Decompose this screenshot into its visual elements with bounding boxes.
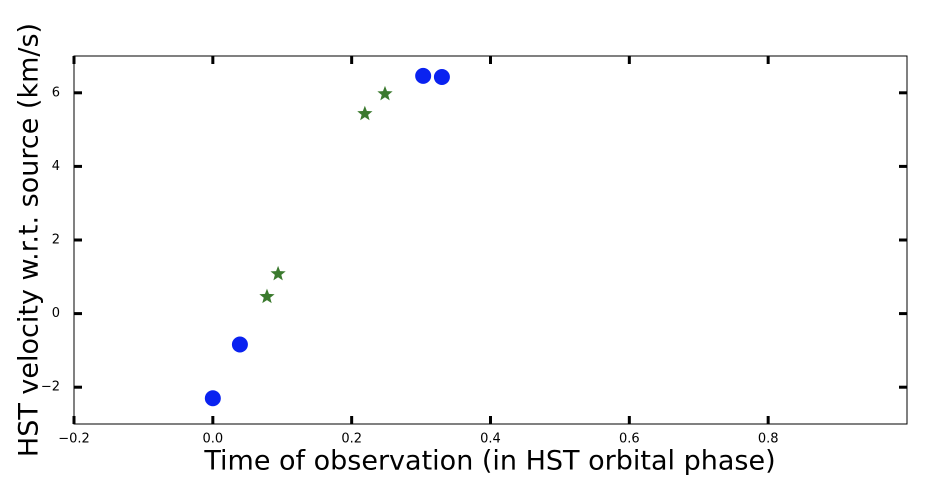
star-point xyxy=(357,105,373,121)
y-tick-label: 6 xyxy=(52,85,60,100)
x-tick-label: 0.4 xyxy=(480,432,501,447)
y-tick-label: −2 xyxy=(41,380,60,395)
x-axis-label: Time of observation (in HST orbital phas… xyxy=(203,446,775,477)
circle-point xyxy=(204,390,221,407)
x-tick-label: 0.6 xyxy=(619,432,640,447)
y-tick-label: 0 xyxy=(52,306,60,321)
star-point xyxy=(377,85,393,101)
star-point xyxy=(259,288,275,304)
x-tick-label: 0.8 xyxy=(758,432,779,447)
circle-point xyxy=(231,336,248,353)
circle-point xyxy=(415,67,432,84)
star-point xyxy=(270,265,286,281)
x-tick-label: 0.0 xyxy=(202,432,223,447)
x-tick-label: 0.2 xyxy=(341,432,362,447)
y-tick-label: 2 xyxy=(52,233,60,248)
plot-frame xyxy=(73,55,908,425)
y-axis-label: HST velocity w.r.t. source (km/s) xyxy=(14,23,45,457)
circle-point xyxy=(433,68,450,85)
y-tick-label: 4 xyxy=(52,159,60,174)
x-tick-label: −0.2 xyxy=(58,432,90,447)
